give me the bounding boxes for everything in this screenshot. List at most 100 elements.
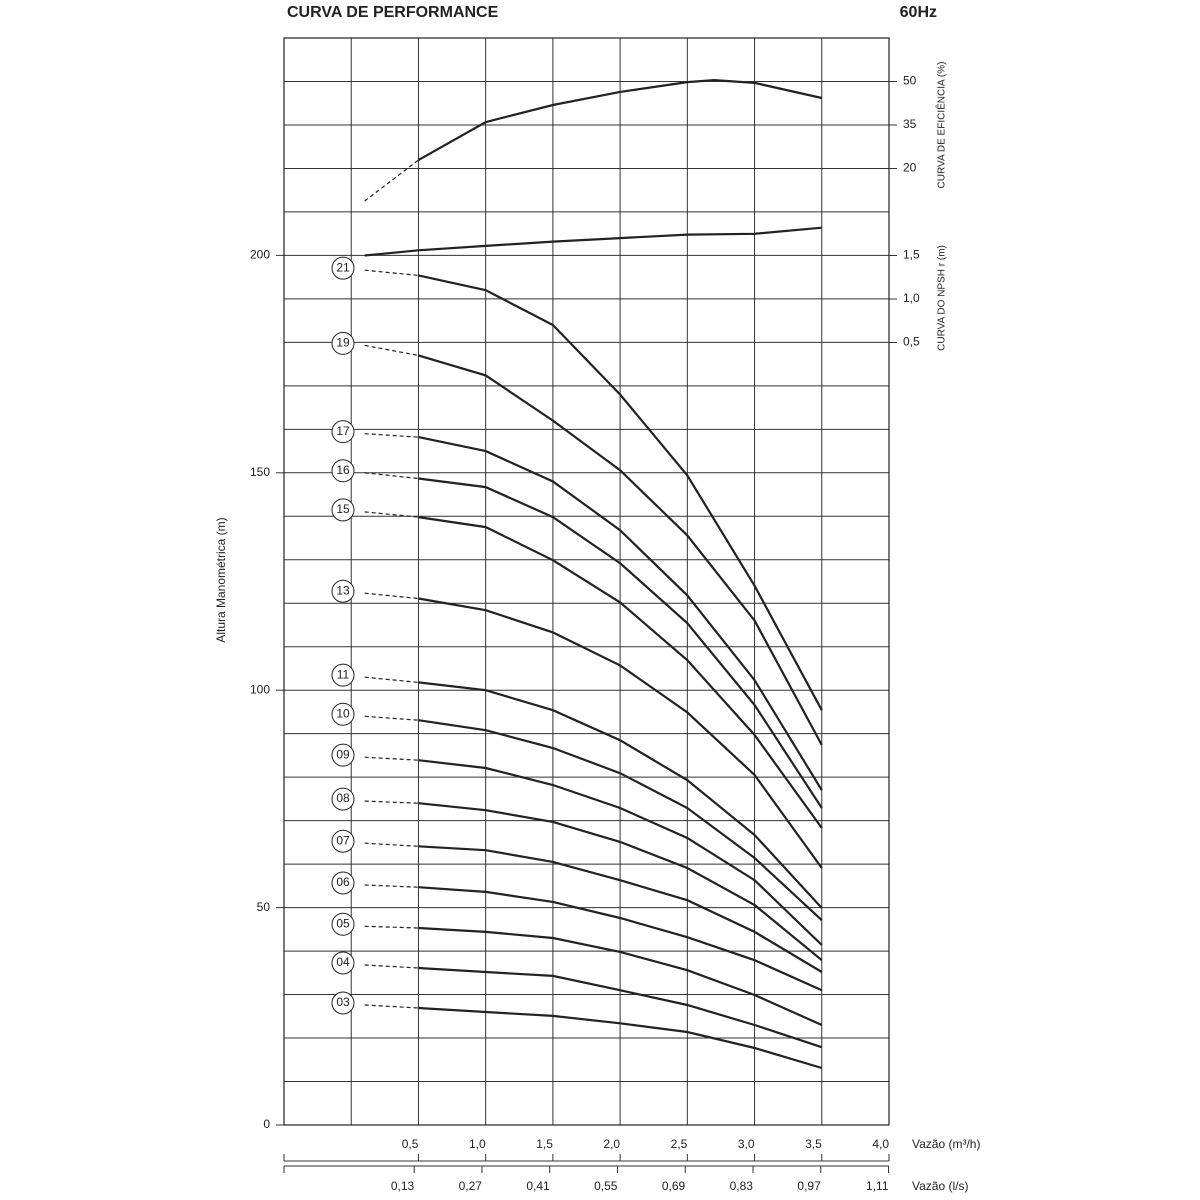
curve-dashed xyxy=(364,1004,419,1009)
curve xyxy=(418,1006,823,1070)
stage-marker xyxy=(331,991,355,1015)
stage-label: 06 xyxy=(336,875,350,889)
stage-marker xyxy=(331,951,355,975)
x-tick-label: 1,5 xyxy=(536,1137,553,1151)
curve xyxy=(418,926,823,1027)
y-tick-label: 0 xyxy=(263,1117,270,1131)
x2-tick-label: 0,97 xyxy=(797,1179,821,1193)
curve xyxy=(418,436,823,791)
stage-label: 17 xyxy=(336,424,350,438)
curve-dashed xyxy=(364,511,419,518)
curve-dashed xyxy=(364,472,419,480)
x-tick-label: 1,0 xyxy=(469,1137,486,1151)
stage-marker xyxy=(331,829,355,853)
curve xyxy=(418,274,823,711)
curve-dashed xyxy=(364,756,419,761)
stage-marker xyxy=(331,459,355,483)
curve xyxy=(418,354,823,746)
curve-dashed xyxy=(364,269,419,276)
stage-label: 13 xyxy=(336,583,350,597)
stage-marker xyxy=(331,871,355,895)
x2-tick-label: 0,69 xyxy=(662,1179,686,1193)
x2-axis-label: Vazão (l/s) xyxy=(912,1179,968,1193)
efficiency-axis-label: CURVA DE EFICIÊNCIA (%) xyxy=(935,62,948,189)
curve xyxy=(418,886,823,992)
x2-tick-label: 0,27 xyxy=(459,1179,483,1193)
curve-dashed xyxy=(364,676,419,683)
curve-dashed xyxy=(364,842,419,847)
stage-label: 05 xyxy=(336,916,350,930)
right-tick-label: 20 xyxy=(903,161,917,175)
curve xyxy=(418,597,823,869)
curve xyxy=(418,516,823,829)
curve-dashed xyxy=(364,433,419,438)
curve xyxy=(418,802,823,962)
curve-dashed xyxy=(364,715,419,721)
y-tick-label: 100 xyxy=(250,682,270,696)
curve xyxy=(418,845,823,973)
stage-label: 08 xyxy=(336,791,350,805)
x2-tick-label: 0,55 xyxy=(594,1179,618,1193)
x-tick-label: 3,5 xyxy=(805,1137,822,1151)
x2-tick-label: 0,41 xyxy=(526,1179,550,1193)
chart-subtitle: 60Hz xyxy=(900,4,937,21)
stage-label: 19 xyxy=(336,336,350,350)
stage-marker xyxy=(331,663,355,687)
curve-dashed xyxy=(364,800,419,804)
stage-label: 15 xyxy=(336,502,350,516)
y-tick-label: 150 xyxy=(250,465,270,479)
stage-label: 03 xyxy=(336,995,350,1009)
stage-label: 11 xyxy=(337,667,350,681)
chart-title: CURVA DE PERFORMANCE xyxy=(287,4,499,21)
stage-marker xyxy=(331,743,355,767)
x-axis-label: Vazão (m³/h) xyxy=(912,1137,980,1151)
curve xyxy=(418,681,823,909)
right-tick-label: 0,5 xyxy=(903,335,920,349)
stage-label: 16 xyxy=(336,463,350,477)
x-tick-label: 2,5 xyxy=(671,1137,688,1151)
curve-dashed xyxy=(364,592,419,600)
stage-label: 04 xyxy=(336,955,350,969)
stage-marker xyxy=(331,787,355,811)
curve xyxy=(364,226,822,257)
stage-marker xyxy=(331,912,355,936)
x2-tick-label: 0,13 xyxy=(391,1179,415,1193)
x-tick-label: 0,5 xyxy=(402,1137,419,1151)
stage-label: 21 xyxy=(336,260,350,274)
curve-dashed xyxy=(364,344,419,356)
plot-border xyxy=(283,37,890,1126)
y-tick-label: 200 xyxy=(250,248,270,262)
x2-tick-label: 1,11 xyxy=(866,1179,889,1193)
right-tick-label: 1,5 xyxy=(903,248,920,262)
right-tick-label: 50 xyxy=(903,74,917,88)
stage-label: 10 xyxy=(336,706,350,720)
y-axis-label: Altura Manométrica (m) xyxy=(214,517,228,642)
right-tick-label: 35 xyxy=(903,117,917,131)
curve xyxy=(418,759,823,946)
stage-marker xyxy=(331,420,355,444)
x-tick-label: 2,0 xyxy=(603,1137,620,1151)
curve-dashed xyxy=(364,925,419,929)
curve xyxy=(418,966,823,1049)
x-tick-label: 3,0 xyxy=(738,1137,755,1151)
stage-marker xyxy=(331,702,355,726)
stage-marker xyxy=(331,579,355,603)
x2-tick-label: 0,83 xyxy=(730,1179,754,1193)
y-tick-label: 50 xyxy=(257,900,271,914)
stage-marker xyxy=(331,256,355,280)
stage-marker xyxy=(331,498,355,522)
stage-label: 09 xyxy=(336,747,350,761)
curve-dashed xyxy=(364,884,419,888)
curve xyxy=(417,78,823,162)
curve-dashed xyxy=(364,159,419,202)
stage-label: 07 xyxy=(336,833,350,847)
right-tick-label: 1,0 xyxy=(903,291,920,305)
curve xyxy=(418,477,823,809)
curve-dashed xyxy=(364,964,419,969)
curve xyxy=(418,719,823,922)
x-tick-label: 4,0 xyxy=(872,1137,889,1151)
stage-marker xyxy=(331,331,355,355)
npsh-axis-label: CURVA DO NPSH r (m) xyxy=(937,245,948,351)
